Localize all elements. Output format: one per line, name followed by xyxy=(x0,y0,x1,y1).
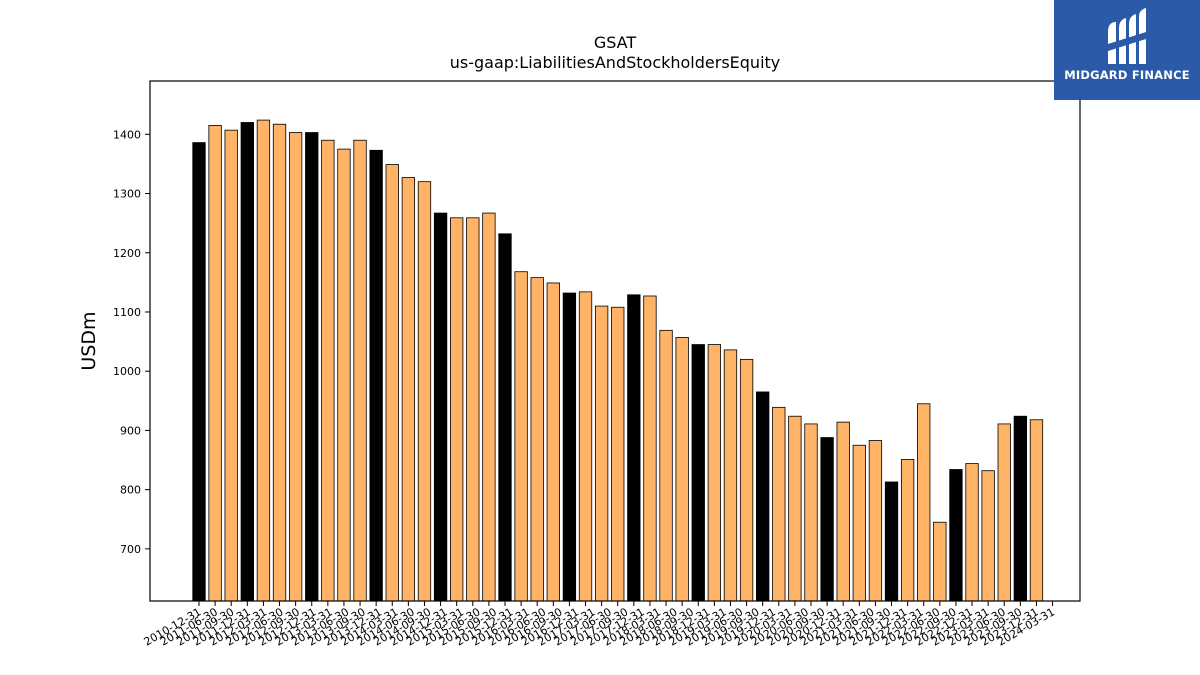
bar-2010-12-31 xyxy=(192,142,206,602)
bar-2018-03-31 xyxy=(659,329,673,602)
bar-2011-03-31 xyxy=(208,125,222,602)
bar-2020-09-30 xyxy=(820,437,834,602)
bar-2023-06-30 xyxy=(997,423,1011,602)
bar-2015-03-31 xyxy=(466,217,480,602)
bars xyxy=(192,119,1044,602)
y-axis-ticks: 700 800 900 1000 1100 1200 1300 1400 xyxy=(113,128,150,556)
brand-name: MIDGARD FINANCE xyxy=(1064,68,1190,82)
y-tick-label: 1100 xyxy=(113,306,141,319)
bar-2011-12-31 xyxy=(256,119,271,602)
bar-2012-06-30 xyxy=(288,132,303,602)
bar-2014-09-30 xyxy=(433,212,448,602)
bar-2021-03-31 xyxy=(852,444,866,602)
bar-2013-06-30 xyxy=(353,139,367,602)
bar-2011-06-30 xyxy=(224,129,238,602)
bar-2013-09-30 xyxy=(369,149,383,602)
bar-2011-09-30 xyxy=(240,122,254,602)
bar-2017-12-31 xyxy=(643,295,657,602)
bar-2022-03-31 xyxy=(917,403,931,602)
bar-2016-12-31 xyxy=(578,291,593,602)
bar-2016-09-30 xyxy=(562,292,577,602)
y-tick-label: 1000 xyxy=(113,365,141,378)
bar-2013-12-31 xyxy=(385,164,399,602)
bar-2018-06-30 xyxy=(675,337,689,602)
bar-2020-03-31 xyxy=(788,415,802,602)
brand-logo: MIDGARD FINANCE xyxy=(1054,0,1200,100)
bar-2022-12-31 xyxy=(965,463,979,602)
bar-2015-06-30 xyxy=(482,212,496,602)
brand-mark-icon xyxy=(1108,8,1146,64)
bar-2021-12-31 xyxy=(900,459,915,602)
bar-2016-06-30 xyxy=(546,282,560,602)
bar-2013-03-31 xyxy=(337,148,351,602)
chart-title: GSAT xyxy=(594,33,637,52)
bar-2022-06-30 xyxy=(933,521,947,602)
bar-2017-09-30 xyxy=(627,294,641,602)
y-tick-label: 1200 xyxy=(113,247,141,260)
bar-2023-12-31 xyxy=(1029,419,1044,602)
y-axis-label: USDm xyxy=(78,311,100,370)
bar-2014-12-31 xyxy=(450,217,464,602)
bar-2012-12-31 xyxy=(321,139,335,602)
bar-2021-09-30 xyxy=(884,481,899,602)
bar-2022-09-30 xyxy=(949,469,963,602)
bar-2019-09-30 xyxy=(756,391,770,602)
bar-2017-03-31 xyxy=(594,305,609,602)
bar-2023-09-30 xyxy=(1013,415,1028,602)
bar-2012-03-31 xyxy=(272,123,287,602)
bar-2014-03-31 xyxy=(401,177,416,602)
plot-frame xyxy=(149,80,1081,602)
bar-2018-12-31 xyxy=(707,344,722,602)
y-tick-label: 800 xyxy=(120,484,141,497)
bar-2018-09-30 xyxy=(691,344,705,602)
bar-2020-12-31 xyxy=(836,421,850,602)
bar-2016-03-31 xyxy=(530,277,544,602)
bar-2019-03-31 xyxy=(723,349,738,602)
bar-2014-06-30 xyxy=(417,181,432,602)
bar-2017-06-30 xyxy=(611,306,625,602)
x-axis-ticks: 2010-12-312011-06-302011-09-302011-12-31… xyxy=(142,601,1057,649)
bar-2015-12-31 xyxy=(514,271,528,602)
chart-subtitle: us-gaap:LiabilitiesAndStockholdersEquity xyxy=(450,53,781,72)
bar-2020-06-30 xyxy=(804,423,818,602)
bar-2019-06-30 xyxy=(739,358,754,602)
y-tick-label: 1300 xyxy=(113,188,141,201)
bar-2021-06-30 xyxy=(868,440,883,602)
bar-2019-12-31 xyxy=(772,406,786,602)
bar-2015-09-30 xyxy=(498,233,512,602)
bar-2023-03-31 xyxy=(981,470,995,602)
bar-2012-09-30 xyxy=(305,132,319,602)
y-tick-label: 900 xyxy=(120,424,141,437)
y-tick-label: 1400 xyxy=(113,128,141,141)
y-tick-label: 700 xyxy=(120,543,141,556)
